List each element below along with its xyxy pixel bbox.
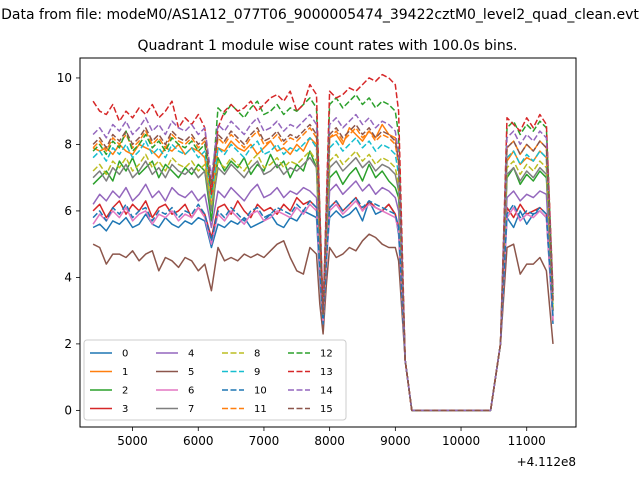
x-tick-label: 10000 <box>442 434 480 448</box>
x-tick-label: 11000 <box>508 434 546 448</box>
legend-label-3: 3 <box>122 404 128 415</box>
y-tick-label: 2 <box>64 337 72 351</box>
figure-suptitle: Data from file: modeM0/AS1A12_077T06_900… <box>1 7 639 23</box>
legend-label-10: 10 <box>254 386 267 397</box>
y-tick-label: 4 <box>64 271 72 285</box>
x-tick-label: 5000 <box>117 434 148 448</box>
y-tick-label: 10 <box>57 71 72 85</box>
legend-label-4: 4 <box>188 349 194 360</box>
legend-label-13: 13 <box>320 367 333 378</box>
legend-label-9: 9 <box>254 367 260 378</box>
legend-box <box>83 339 347 421</box>
x-axis-offset-label: +4.112e8 <box>517 455 576 469</box>
legend-label-15: 15 <box>320 404 333 415</box>
legend-label-11: 11 <box>254 404 267 415</box>
plot-frame <box>79 57 577 428</box>
series-line-10 <box>92 196 554 412</box>
series-layer <box>92 73 554 412</box>
legend-label-12: 12 <box>320 349 333 360</box>
legend-label-1: 1 <box>122 367 128 378</box>
legend-label-2: 2 <box>122 386 128 397</box>
legend-label-14: 14 <box>320 386 333 397</box>
x-axis: 5000 6000 7000 8000 9000 10000 11000 <box>117 427 546 448</box>
x-tick-label: 6000 <box>183 434 214 448</box>
legend-label-5: 5 <box>188 367 194 378</box>
y-tick-label: 8 <box>64 138 72 152</box>
chart-title: Quadrant 1 module wise count rates with … <box>138 38 518 54</box>
y-tick-label: 0 <box>64 404 72 418</box>
series-line-15 <box>92 123 554 412</box>
y-axis: 0 2 4 6 8 10 <box>57 71 80 418</box>
legend-label-8: 8 <box>254 349 260 360</box>
legend-label-6: 6 <box>188 386 194 397</box>
legend-label-7: 7 <box>188 404 194 415</box>
x-tick-label: 7000 <box>249 434 280 448</box>
x-tick-label: 9000 <box>380 434 411 448</box>
y-tick-label: 6 <box>64 204 72 218</box>
legend-label-0: 0 <box>122 349 128 360</box>
x-tick-label: 8000 <box>314 434 345 448</box>
